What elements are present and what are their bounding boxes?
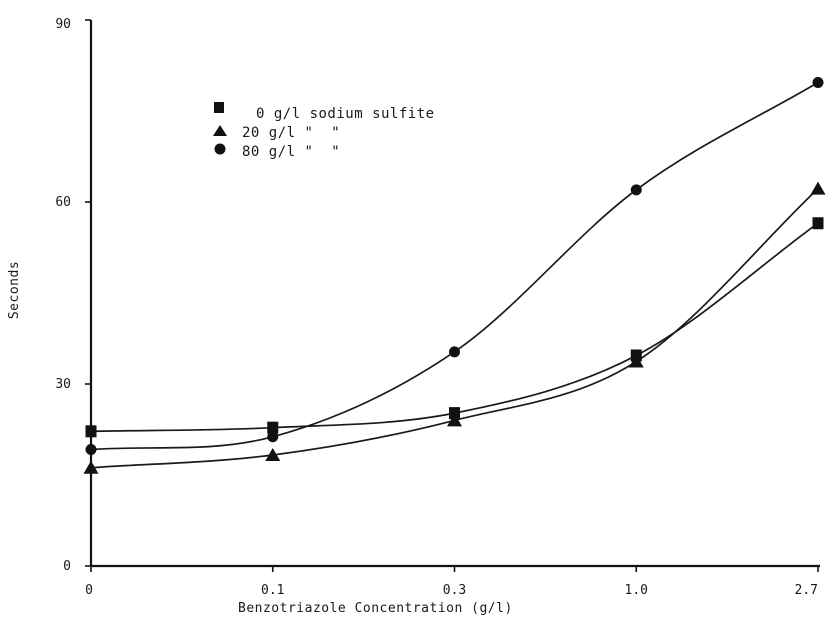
data-point-square bbox=[267, 421, 279, 434]
data-point-triangle bbox=[83, 460, 99, 474]
series-line-0 bbox=[90, 222, 819, 433]
series-line-2 bbox=[90, 81, 819, 451]
x-tick-label: 2.7 bbox=[795, 583, 818, 598]
legend: 0 g/l sodium sulfite 20 g/l " " 80 g/l "… bbox=[213, 102, 435, 160]
data-point-triangle bbox=[265, 447, 281, 461]
y-axis-label: Seconds bbox=[7, 261, 22, 319]
data-point-circle bbox=[85, 444, 97, 456]
data-point-triangle bbox=[810, 181, 826, 195]
data-point-square bbox=[449, 407, 460, 420]
ticks: 0 30 60 90 0 0.1 0.3 1.0 2.7 bbox=[55, 17, 819, 598]
legend-square-marker bbox=[214, 102, 224, 113]
series-markers bbox=[83, 76, 826, 474]
data-point-circle bbox=[449, 346, 460, 358]
y-tick-label: 60 bbox=[55, 195, 71, 210]
legend-circle-marker bbox=[214, 143, 226, 155]
axes bbox=[89, 20, 820, 568]
x-tick-label: 0 bbox=[85, 583, 93, 598]
x-tick-label: 0.3 bbox=[443, 583, 466, 598]
legend-label-2: 80 g/l " " bbox=[242, 144, 340, 160]
data-point-square bbox=[812, 217, 824, 230]
data-point-triangle bbox=[628, 354, 644, 368]
data-point-circle bbox=[630, 184, 642, 196]
legend-label-1: 20 g/l " " bbox=[242, 125, 340, 141]
legend-triangle-marker bbox=[213, 125, 227, 136]
y-tick-label: 30 bbox=[55, 377, 71, 392]
data-point-circle bbox=[267, 431, 279, 443]
data-point-square bbox=[85, 425, 97, 438]
data-point-triangle bbox=[447, 413, 462, 427]
legend-label-0: 0 g/l sodium sulfite bbox=[256, 106, 435, 122]
y-tick-label: 90 bbox=[55, 17, 71, 32]
y-tick-label: 0 bbox=[63, 559, 71, 574]
x-axis-label: Benzotriazole Concentration (g/l) bbox=[238, 601, 513, 616]
x-tick-label: 1.0 bbox=[625, 583, 648, 598]
x-tick-label: 0.1 bbox=[261, 583, 284, 598]
data-point-circle bbox=[812, 76, 824, 88]
